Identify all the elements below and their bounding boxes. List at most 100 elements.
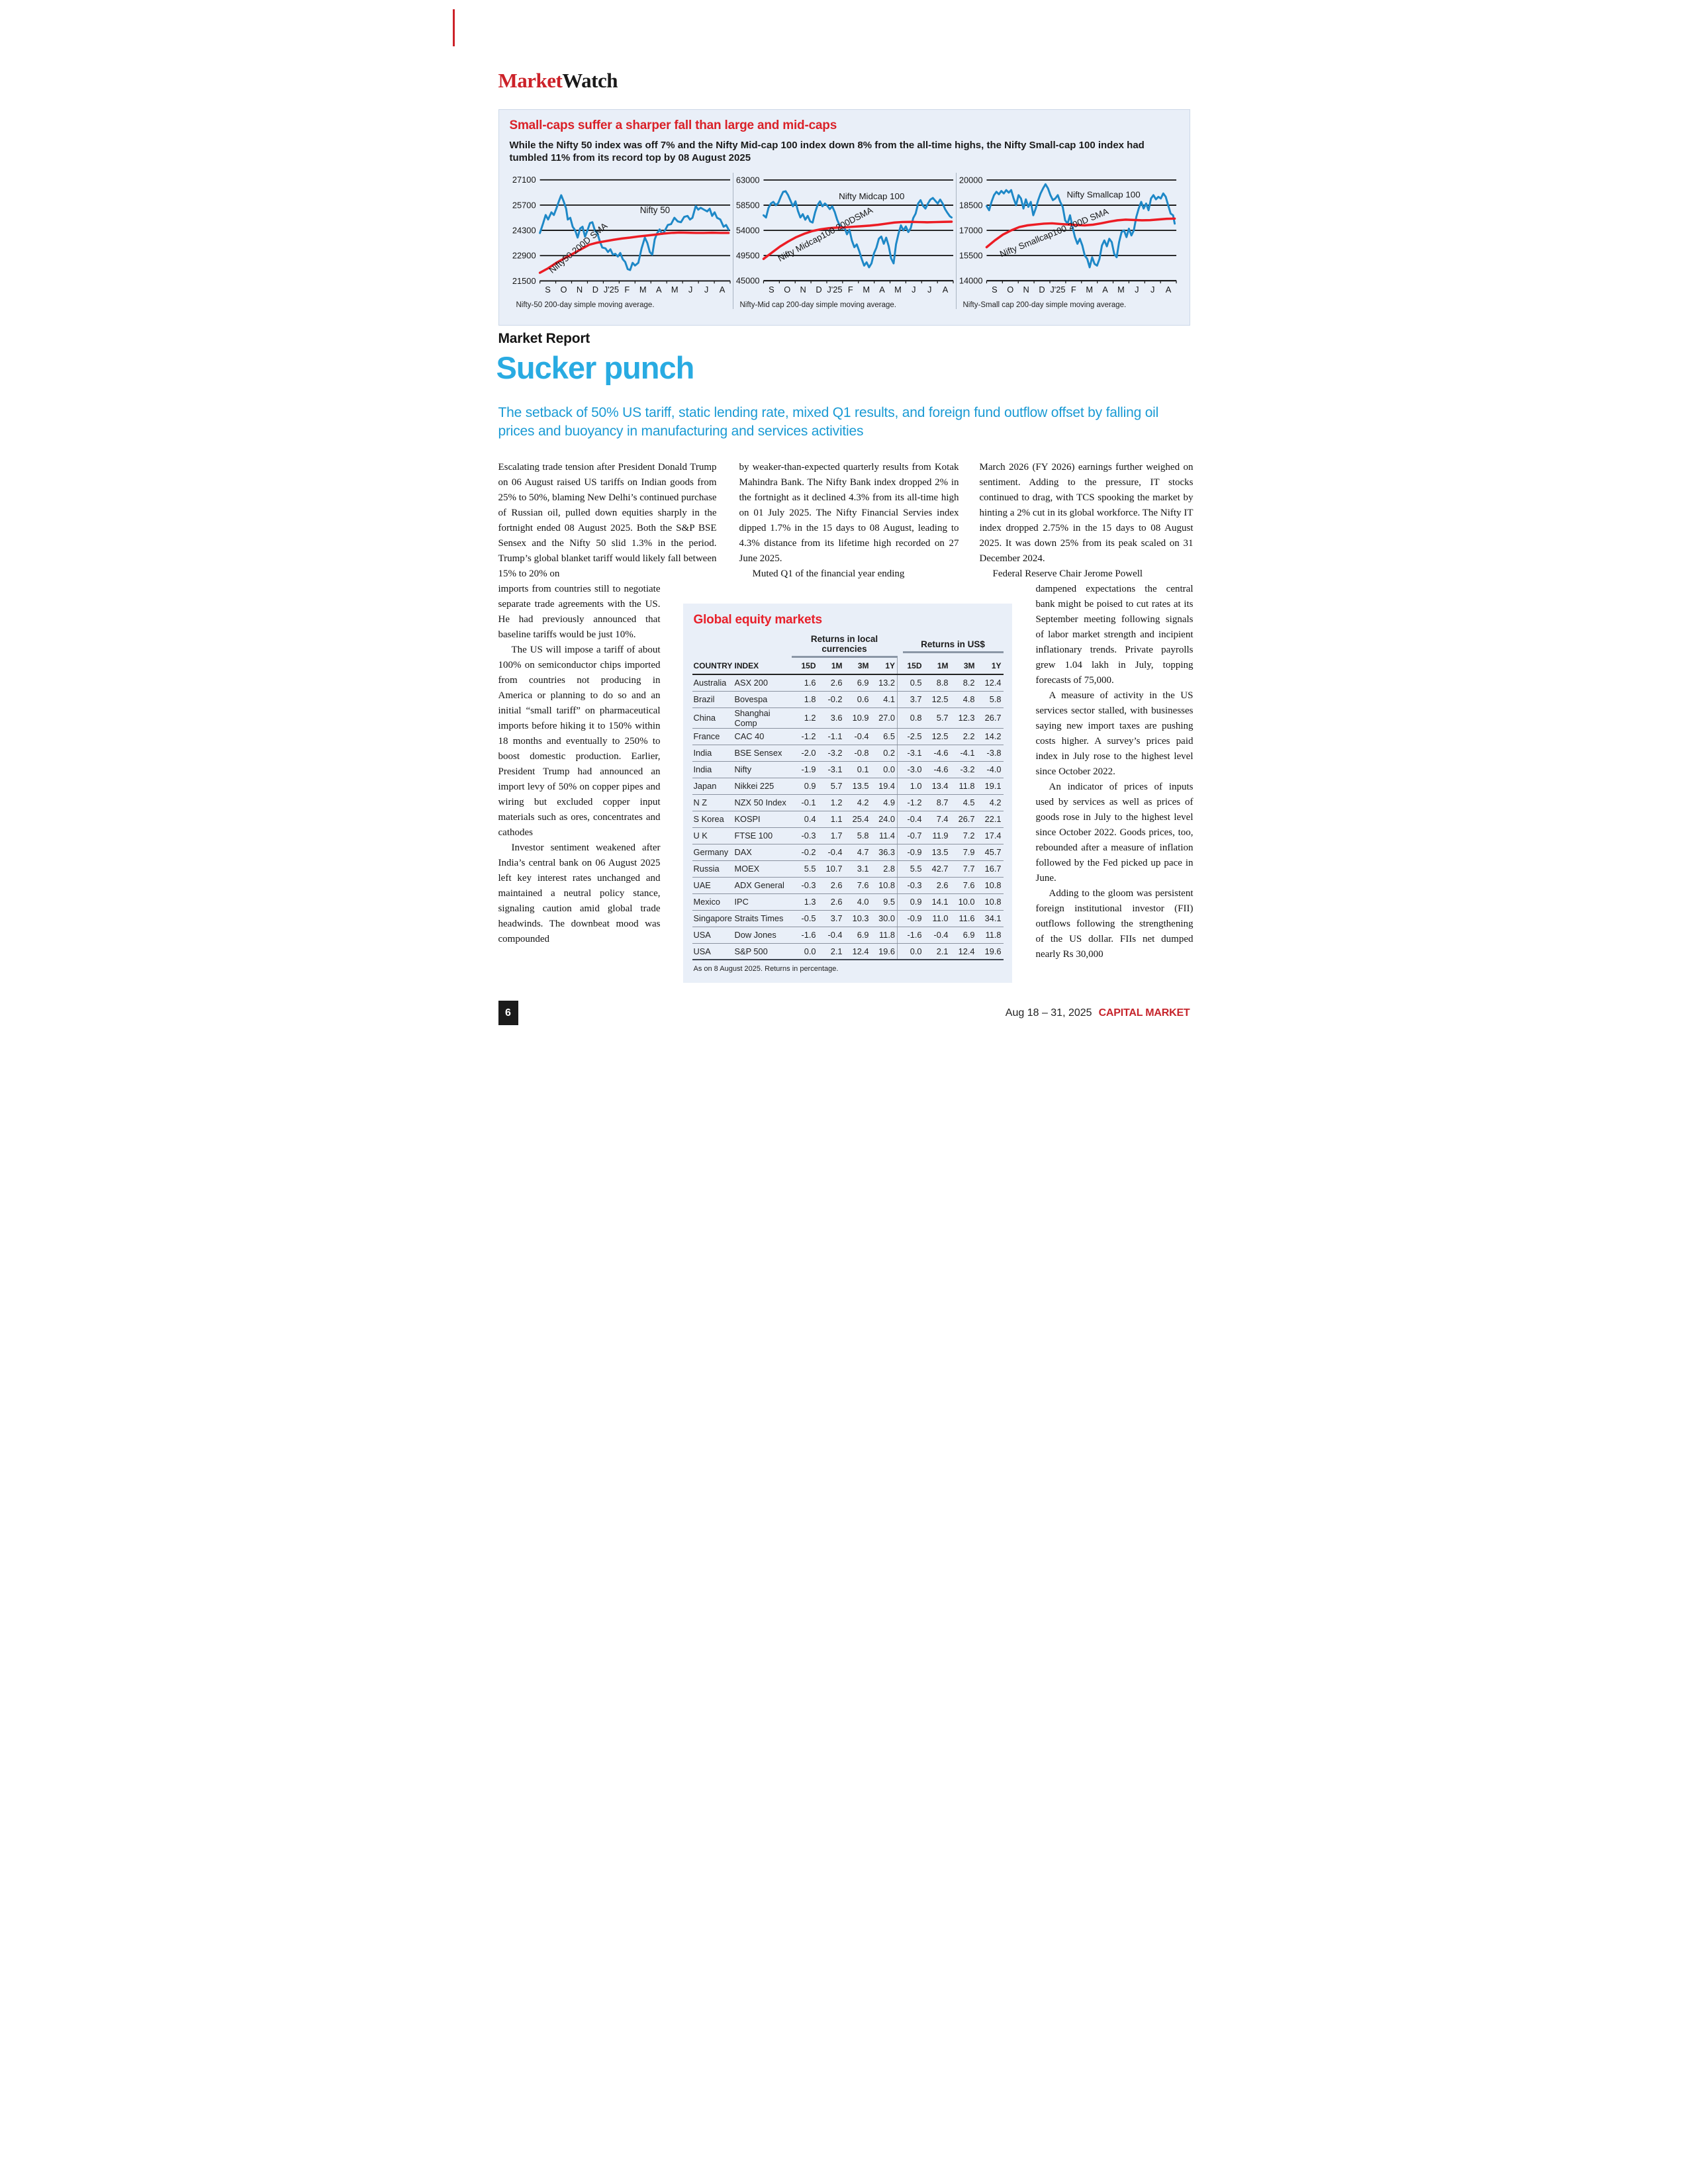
column-header-row: COUNTRY INDEX 15D 1M 3M 1Y 15D 1M 3M 1Y xyxy=(692,658,1004,675)
return-cell: 1.2 xyxy=(818,794,845,811)
return-cell: 13.5 xyxy=(844,778,871,795)
return-cell: -4.6 xyxy=(923,761,951,778)
x-tick-label: A xyxy=(1102,285,1108,295)
x-tick-label: M xyxy=(863,285,870,295)
return-cell: 24.0 xyxy=(870,811,898,828)
return-cell: 7.6 xyxy=(844,877,871,894)
column3-narrow-segment: dampened expectations the central bank m… xyxy=(1036,582,1194,962)
return-cell: 5.7 xyxy=(818,778,845,795)
country-cell: Australia xyxy=(692,674,733,692)
y-tick-label: 58500 xyxy=(735,201,759,210)
x-tick-label: J xyxy=(1150,285,1154,295)
return-cell: 10.0 xyxy=(950,893,977,911)
return-cell: 13.4 xyxy=(923,778,951,795)
return-cell: 10.9 xyxy=(844,707,871,729)
x-tick-label: A xyxy=(719,285,725,295)
return-cell: 0.2 xyxy=(870,745,898,762)
return-cell: 4.2 xyxy=(976,794,1004,811)
return-cell: -1.9 xyxy=(791,761,818,778)
x-tick-label: A xyxy=(1165,285,1171,295)
return-cell: 5.8 xyxy=(976,691,1004,708)
article-deck: The setback of 50% US tariff, static len… xyxy=(498,405,1159,439)
index-cell: ASX 200 xyxy=(733,674,792,692)
paragraph: Adding to the gloom was persistent forei… xyxy=(1035,888,1194,960)
return-cell: 12.4 xyxy=(976,674,1004,692)
table-row: U K FTSE 100 -0.3 1.7 5.8 11.4 -0.7 11.9 7.2 17.4 xyxy=(692,827,1004,844)
return-cell: -3.0 xyxy=(897,761,924,778)
x-tick-label: O xyxy=(784,285,790,295)
return-cell: 11.8 xyxy=(976,927,1004,944)
column-header: 3M xyxy=(950,658,977,675)
y-tick-label: 21500 xyxy=(512,276,536,286)
return-cell: -1.1 xyxy=(818,728,845,745)
x-tick-label: J'25 xyxy=(827,285,842,295)
return-cell: 16.7 xyxy=(976,860,1004,878)
column-header: 1Y xyxy=(870,658,898,675)
country-cell: N Z xyxy=(692,794,733,811)
return-cell: -0.4 xyxy=(897,811,924,828)
y-tick-label: 22900 xyxy=(512,251,536,261)
x-tick-label: J xyxy=(688,285,692,295)
return-cell: 10.8 xyxy=(976,877,1004,894)
return-cell: 1.3 xyxy=(791,893,818,911)
return-cell: 14.1 xyxy=(923,893,951,911)
return-cell: 9.5 xyxy=(870,893,898,911)
y-tick-label: 54000 xyxy=(735,226,759,236)
article-headline: Sucker punch xyxy=(496,350,695,385)
country-cell: Mexico xyxy=(692,893,733,911)
return-cell: 4.7 xyxy=(844,844,871,861)
y-tick-label: 17000 xyxy=(959,226,982,236)
return-cell: 5.7 xyxy=(923,707,951,729)
series-label: Nifty Midcap 100 xyxy=(839,191,904,201)
return-cell: -0.4 xyxy=(923,927,951,944)
country-cell: Brazil xyxy=(692,691,733,708)
return-cell: 2.6 xyxy=(818,877,845,894)
country-cell: UAE xyxy=(692,877,733,894)
return-cell: 3.1 xyxy=(844,860,871,878)
return-cell: 12.4 xyxy=(950,943,977,960)
x-tick-label: S xyxy=(769,285,774,295)
index-cell: Dow Jones xyxy=(733,927,792,944)
x-tick-label: F xyxy=(847,285,853,295)
return-cell: -1.6 xyxy=(791,927,818,944)
index-cell: Nikkei 225 xyxy=(733,778,792,795)
country-cell: U K xyxy=(692,827,733,844)
x-tick-label: J xyxy=(927,285,931,295)
return-cell: 8.7 xyxy=(923,794,951,811)
column1-wide-segment: Escalating trade tension after President… xyxy=(498,460,717,582)
x-tick-label: F xyxy=(1070,285,1076,295)
return-cell: 1.7 xyxy=(818,827,845,844)
paragraph: Muted Q1 of the financial year ending xyxy=(752,569,905,579)
returns-table: Returns in local currencies Returns in U… xyxy=(692,634,1004,960)
return-cell: 10.8 xyxy=(870,877,898,894)
x-tick-label: M xyxy=(1117,285,1125,295)
return-cell: -0.3 xyxy=(791,877,818,894)
return-cell: 11.8 xyxy=(870,927,898,944)
x-tick-label: N xyxy=(1023,285,1029,295)
return-cell: 1.2 xyxy=(791,707,818,729)
return-cell: 13.5 xyxy=(923,844,951,861)
return-cell: -2.0 xyxy=(791,745,818,762)
paragraph: imports from countries still to negotiat… xyxy=(498,584,661,640)
return-cell: 36.3 xyxy=(870,844,898,861)
table-row: Brazil Bovespa 1.8 -0.2 0.6 4.1 3.7 12.5 4.8 5.8 xyxy=(692,691,1004,708)
index-cell: Bovespa xyxy=(733,691,792,708)
return-cell: 5.5 xyxy=(791,860,818,878)
return-cell: 3.7 xyxy=(818,910,845,927)
paragraph: Investor sentiment weakened after India’… xyxy=(498,842,661,944)
return-cell: -3.8 xyxy=(976,745,1004,762)
series-line xyxy=(985,183,1176,269)
return-cell: 1.8 xyxy=(791,691,818,708)
return-cell: -0.4 xyxy=(818,927,845,944)
brand-name: CAPITAL MARKET xyxy=(1098,1007,1190,1019)
series-line xyxy=(762,220,953,260)
return-cell: 12.5 xyxy=(923,691,951,708)
return-cell: 7.9 xyxy=(950,844,977,861)
return-cell: 10.8 xyxy=(976,893,1004,911)
masthead-watch: Watch xyxy=(562,69,618,92)
return-cell: 19.4 xyxy=(870,778,898,795)
nifty50-chart: 27100 25700 24300 22900 21500 S O N D J'25 F M A M J J A… xyxy=(510,173,733,309)
return-cell: -0.7 xyxy=(897,827,924,844)
